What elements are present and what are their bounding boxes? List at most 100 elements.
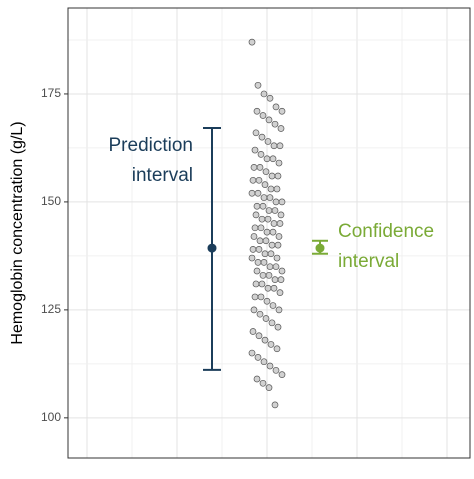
data-point <box>263 297 271 305</box>
data-point <box>250 233 258 240</box>
data-point <box>274 323 282 331</box>
data-point <box>265 116 273 124</box>
data-point <box>278 198 286 206</box>
data-point <box>250 306 258 314</box>
data-point <box>261 181 269 188</box>
data-point <box>278 107 286 115</box>
data-point <box>255 332 263 340</box>
y-tick-label: 100 <box>41 410 61 424</box>
data-point <box>267 185 275 193</box>
data-point <box>270 142 278 150</box>
data-point <box>253 107 261 115</box>
data-point <box>272 366 280 374</box>
data-point <box>271 207 279 214</box>
data-point <box>272 198 280 206</box>
data-point <box>252 211 260 219</box>
data-point <box>277 276 285 283</box>
data-point <box>255 176 263 184</box>
data-point <box>259 202 267 210</box>
interval-label: Confidence <box>338 221 434 242</box>
data-point <box>251 224 259 232</box>
data-point <box>248 38 256 46</box>
data-point <box>257 151 265 158</box>
data-point <box>254 81 262 89</box>
data-point <box>248 254 256 262</box>
data-point <box>250 164 258 171</box>
data-point <box>260 358 268 366</box>
data-point <box>268 241 276 249</box>
interval-label: interval <box>132 165 193 186</box>
data-point <box>259 379 267 387</box>
data-point <box>265 384 273 391</box>
data-point <box>269 302 277 309</box>
data-point <box>273 345 281 353</box>
data-point <box>259 112 267 119</box>
data-point <box>263 155 271 163</box>
data-point <box>278 371 286 379</box>
data-point <box>264 215 272 223</box>
data-point <box>275 306 283 314</box>
data-point <box>252 280 260 288</box>
data-point <box>266 362 274 370</box>
data-point <box>249 176 257 184</box>
data-point <box>266 263 274 271</box>
data-point <box>262 315 270 322</box>
data-point <box>278 267 286 275</box>
data-point <box>257 293 265 301</box>
data-point <box>273 254 281 262</box>
data-point <box>267 250 275 258</box>
data-point <box>262 168 270 176</box>
data-point <box>253 202 261 210</box>
data-point <box>254 189 262 197</box>
y-tick-label: 150 <box>41 194 61 208</box>
data-point <box>264 138 272 145</box>
interval-label: interval <box>338 251 399 272</box>
data-point <box>252 129 260 137</box>
data-point <box>276 289 284 296</box>
data-point <box>263 228 271 236</box>
data-point <box>265 207 273 214</box>
data-point <box>257 224 265 232</box>
data-point <box>260 259 268 266</box>
data-point <box>275 233 283 240</box>
data-point <box>267 341 275 348</box>
data-point <box>261 250 269 258</box>
data-point <box>253 267 261 275</box>
data-point <box>254 354 262 361</box>
data-point <box>273 185 281 193</box>
data-point <box>251 146 259 154</box>
y-tick-label: 175 <box>41 86 61 100</box>
data-point <box>249 246 257 253</box>
data-point <box>270 284 278 292</box>
y-axis-label: Hemoglobin concentration (g/L) <box>9 121 26 344</box>
data-point <box>277 125 285 132</box>
data-point <box>249 328 257 335</box>
data-point <box>272 103 280 111</box>
data-point <box>274 172 282 180</box>
data-point <box>268 319 276 327</box>
data-point <box>262 237 270 245</box>
data-point <box>258 280 266 288</box>
data-point <box>264 284 272 292</box>
panel-border <box>67 7 471 459</box>
data-point <box>266 194 274 201</box>
data-point <box>271 120 279 128</box>
data-point <box>272 263 280 271</box>
data-point <box>248 349 256 357</box>
data-point <box>254 259 262 266</box>
interval-mean <box>207 243 217 253</box>
data-point <box>276 220 284 227</box>
data-point <box>266 94 274 102</box>
data-point <box>255 246 263 253</box>
data-point <box>268 172 276 180</box>
data-point <box>269 228 277 236</box>
data-point <box>260 90 268 98</box>
data-point <box>274 241 282 249</box>
y-tick-label: 125 <box>41 302 61 316</box>
data-point <box>265 271 273 279</box>
data-point <box>251 293 259 301</box>
data-point <box>270 220 278 227</box>
data-point <box>260 194 268 201</box>
data-point <box>271 401 279 409</box>
data-point <box>269 155 277 163</box>
